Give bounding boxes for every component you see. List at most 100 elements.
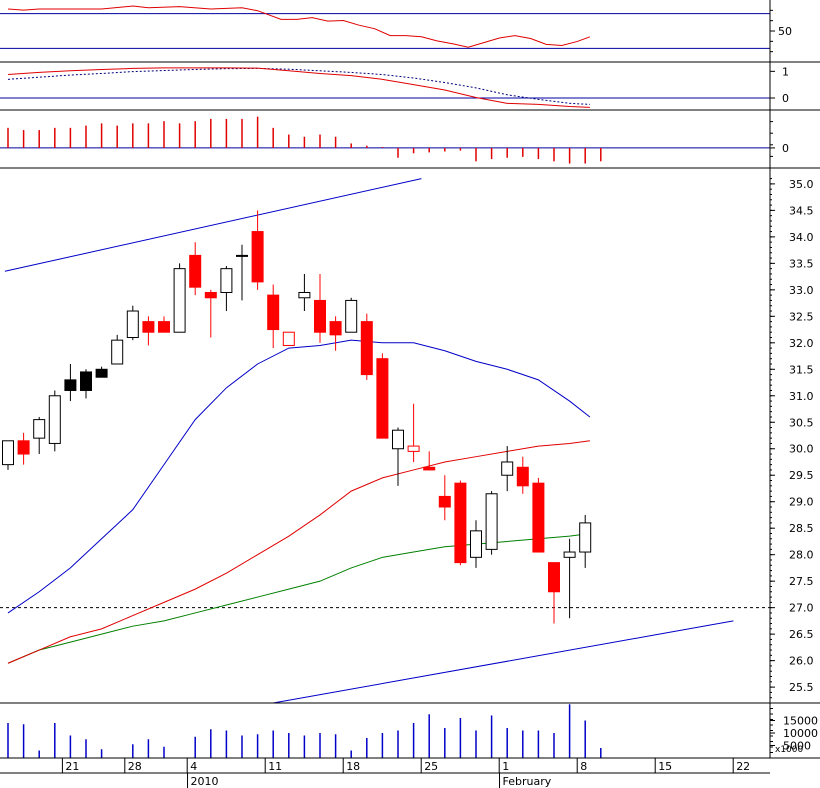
candle [80,369,92,399]
macd-tick-label: 0 [782,92,789,105]
trendline-0 [4,178,422,272]
histogram-panel [0,116,770,164]
candle-body [298,291,311,299]
candle [204,289,217,338]
candle [345,297,358,333]
candle [282,331,295,346]
candle [407,403,420,462]
candle-body [64,379,77,391]
volume-panel [7,704,602,758]
price-tick-label: 30.5 [789,416,814,429]
candle [189,242,202,296]
candle [579,514,592,568]
candle-body [438,495,451,508]
candle-body [220,268,233,293]
candle [485,491,498,555]
price-tick-label: 29.0 [789,496,814,509]
candle [298,273,311,312]
candle-body [579,522,592,553]
macd-signal-line [7,67,590,105]
x-tick-label: 11 [268,760,282,773]
candle-body [329,321,342,336]
histogram-tick-label: 0 [782,142,789,155]
oscillator-line [7,5,591,48]
price-tick-label: 35.0 [789,178,814,191]
candle-body [314,299,326,333]
candle-body [189,254,202,288]
candle [470,520,482,568]
candle [423,451,436,471]
candle [17,432,30,465]
candle [563,538,576,619]
volume-tick-label: 10000 [783,727,818,740]
candle-body [345,299,358,333]
candle-body [33,419,46,439]
upper-band [7,339,591,614]
candle-body [376,358,389,439]
volume-tick-label: 15000 [783,715,818,728]
candle-body [532,482,545,553]
candle [236,244,248,301]
candle-body [48,395,61,444]
x-tick-label: 21 [65,760,79,773]
x-tick-label: 15 [658,760,672,773]
candle-body [423,466,436,471]
candle-body [2,440,14,466]
x-tick-label: 28 [128,760,142,773]
candle-body [204,291,217,299]
price-tick-label: 32.5 [789,310,814,323]
candle [267,284,280,349]
price-tick-label: 27.5 [789,575,814,588]
volume-tick-label: 5000 [783,740,811,753]
candle [95,366,108,378]
price-tick-label: 28.5 [789,522,814,535]
candle-body [126,310,139,339]
price-tick-label: 25.5 [789,681,814,694]
candle-body [470,530,482,558]
candle [438,475,451,521]
price-tick-label: 26.5 [789,628,814,641]
volume-multiplier-label: x1000 [775,745,804,755]
candle [48,390,61,452]
candle-body [501,461,514,476]
long-moving-average [7,532,590,664]
candle-body [158,321,170,333]
candle-body [80,371,92,391]
candle-body [267,294,280,331]
candle-body [548,562,560,593]
candle-body [17,440,30,455]
candle [111,334,124,365]
candle-body [111,339,124,365]
price-tick-label: 31.0 [789,390,814,403]
period-label: 2010 [191,775,219,788]
price-tick-label: 33.5 [789,257,814,270]
candle-body [392,429,404,450]
price-tick-label: 34.0 [789,231,814,244]
candle-body [516,466,529,487]
candle [454,480,467,566]
candle [314,273,326,343]
price-tick-label: 29.5 [789,469,814,482]
price-tick-label: 27.0 [789,602,814,615]
candle-body [173,268,186,333]
price-panel [0,178,770,704]
candle [501,446,514,492]
x-tick-label: 25 [424,760,438,773]
candle [516,456,529,494]
candle-body [95,368,108,378]
candle [33,416,46,455]
x-tick-label: 1 [502,760,509,773]
candle [220,265,233,312]
candle [392,427,404,486]
price-tick-label: 31.5 [789,363,814,376]
candle [158,316,170,333]
candle-body [251,231,264,283]
candle-body [454,482,467,564]
candle-body [236,254,248,257]
price-tick-label: 30.0 [789,443,814,456]
candle-body [563,551,576,558]
x-tick-label: 4 [190,760,197,773]
right-axis: 50 1 0 0 35.0 34.5 34.0 33.5 33.0 32.5 32.0 31.5 31.… [0,0,820,759]
